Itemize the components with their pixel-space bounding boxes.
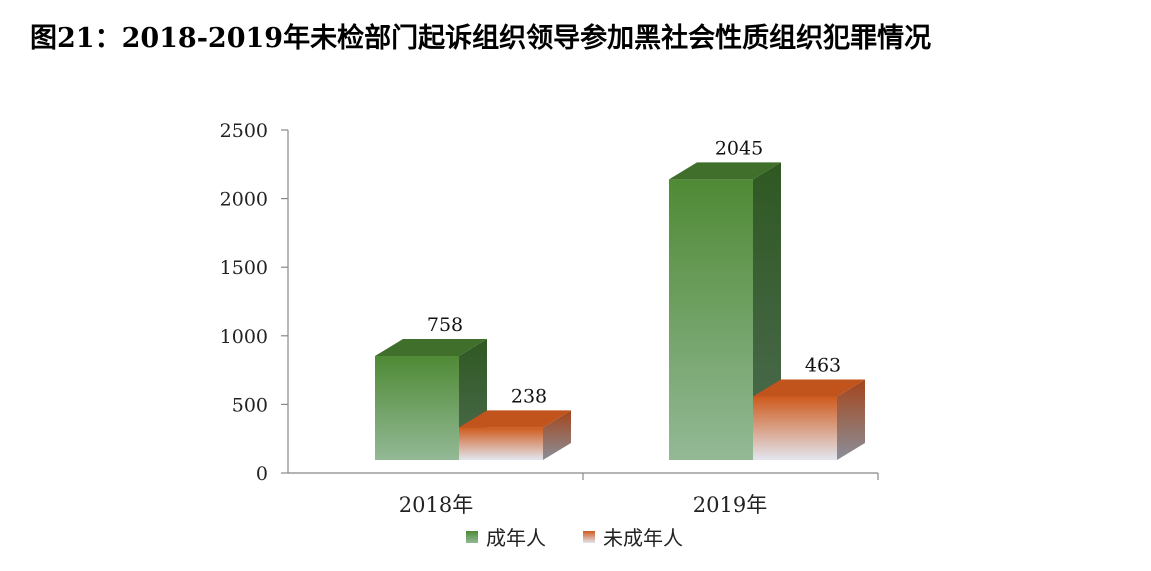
bar-top-minor [459, 410, 571, 428]
bar-minor [459, 427, 543, 460]
bar-adult [375, 356, 459, 460]
legend: 成年人 未成年人 [466, 526, 683, 550]
chart-title: 图21：2018-2019年未检部门起诉组织领导参加黑社会性质组织犯罪情况 [30, 23, 932, 54]
data-labels: 758 238 2045 463 [427, 137, 841, 407]
y-tick-label: 2000 [220, 189, 268, 211]
x-category-label: 2019年 [693, 493, 767, 517]
bar-side-minor [837, 379, 865, 460]
legend-swatch [583, 531, 595, 543]
y-tick-label: 500 [232, 394, 268, 416]
x-category-label: 2018年 [399, 493, 473, 517]
y-tick-label: 2500 [220, 120, 268, 142]
axes: 0 500 1000 1500 2000 2500 2018年 2019年 [220, 120, 879, 517]
data-label: 758 [427, 314, 463, 336]
bars [375, 162, 865, 460]
legend-label: 成年人 [486, 526, 546, 550]
legend-swatch [466, 531, 478, 543]
y-tick-label: 1000 [220, 326, 268, 348]
bar-adult [669, 179, 753, 460]
data-label: 238 [511, 385, 547, 407]
y-tick-label: 1500 [220, 257, 268, 279]
bar-top-adult [375, 339, 487, 357]
bar-top-minor [753, 379, 865, 397]
legend-label: 未成年人 [603, 526, 683, 550]
data-label: 463 [805, 354, 841, 376]
bar-minor [753, 396, 837, 460]
bar-top-adult [669, 162, 781, 180]
data-label: 2045 [715, 137, 763, 159]
y-tick-label: 0 [256, 463, 268, 485]
bar-side-minor [543, 410, 571, 460]
